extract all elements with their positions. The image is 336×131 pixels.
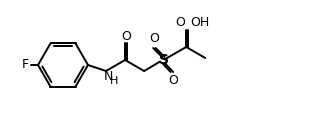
Text: O: O	[121, 29, 131, 42]
Text: OH: OH	[191, 15, 210, 29]
Text: O: O	[168, 75, 178, 88]
Text: N: N	[103, 70, 113, 83]
Text: S: S	[159, 53, 169, 67]
Text: O: O	[149, 32, 159, 45]
Text: F: F	[22, 58, 29, 70]
Text: H: H	[110, 76, 118, 86]
Text: O: O	[175, 15, 185, 29]
